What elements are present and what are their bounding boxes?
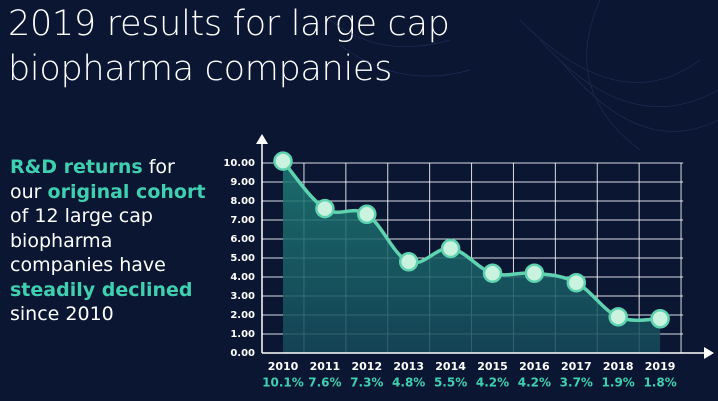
point bbox=[482, 263, 503, 283]
x-tick-label: 2014 bbox=[435, 360, 466, 373]
value-label: 1.9% bbox=[602, 376, 635, 390]
text: biopharma bbox=[10, 229, 113, 252]
area bbox=[283, 161, 661, 353]
value-label: 3.7% bbox=[560, 376, 593, 390]
x-tick-label: 2017 bbox=[561, 360, 592, 373]
value-label: 10.1% bbox=[262, 376, 304, 390]
title-line: 2019 results for large cap bbox=[8, 4, 450, 44]
x-axis-arrow bbox=[704, 347, 714, 359]
point bbox=[566, 272, 587, 293]
x-tick-label: 2015 bbox=[477, 360, 508, 373]
point bbox=[273, 151, 293, 171]
y-tick-label: 3.00 bbox=[230, 291, 255, 302]
value-label: 7.3% bbox=[350, 376, 383, 390]
text-line: of 12 large cap bbox=[10, 204, 205, 229]
x-tick-label: 2013 bbox=[393, 360, 424, 373]
highlight-text: original cohort bbox=[47, 180, 206, 203]
y-tick-label: 7.00 bbox=[230, 215, 255, 226]
value-label: 4.2% bbox=[518, 376, 551, 390]
x-tick-label: 2012 bbox=[351, 360, 382, 373]
point bbox=[398, 252, 419, 272]
x-tick-label: 2019 bbox=[645, 360, 676, 373]
highlight-text: steadily declined bbox=[10, 278, 193, 301]
text-line: biopharma bbox=[10, 229, 205, 254]
text: of 12 large cap bbox=[10, 205, 153, 227]
line bbox=[281, 159, 661, 323]
y-axis-arrow bbox=[256, 134, 268, 144]
text-block: R&D returns for our original cohort of 12 … bbox=[10, 155, 205, 327]
x-tick-label: 2016 bbox=[519, 360, 550, 373]
y-tick-label: 6.00 bbox=[230, 234, 255, 245]
text-line: steadily declined bbox=[10, 278, 205, 303]
value-label: 5.5% bbox=[434, 376, 467, 390]
text-line: R&D returns for bbox=[10, 155, 205, 180]
y-tick-label: 8.00 bbox=[230, 196, 255, 207]
background-decor bbox=[329, 0, 718, 151]
text-line: since 2010 bbox=[10, 302, 205, 327]
y-tick-label: 4.00 bbox=[230, 272, 255, 283]
value-label: 4.8% bbox=[392, 376, 425, 390]
text: for bbox=[142, 156, 175, 178]
point bbox=[524, 263, 545, 283]
x-tick-label: 2010 bbox=[268, 360, 299, 373]
y-tick-label: 0.00 bbox=[230, 348, 255, 359]
highlight-text: R&D returns bbox=[10, 156, 143, 178]
point bbox=[650, 309, 670, 329]
text-line: companies have bbox=[10, 253, 205, 278]
text: since 2010 bbox=[10, 303, 114, 325]
y-tick-label: 1.00 bbox=[230, 329, 255, 340]
title-line: biopharma companies bbox=[8, 49, 393, 89]
point bbox=[440, 238, 461, 259]
point bbox=[315, 198, 335, 219]
title: 2019 results for large cap biopharma com… bbox=[8, 2, 450, 92]
y-tick-label: 2.00 bbox=[230, 310, 255, 321]
value-label: 4.2% bbox=[476, 376, 509, 390]
x-tick-label: 2018 bbox=[603, 360, 634, 373]
text: companies have bbox=[10, 254, 166, 276]
value-label: 7.6% bbox=[308, 376, 341, 390]
point bbox=[357, 204, 377, 225]
point bbox=[608, 307, 628, 327]
y-tick-label: 10.00 bbox=[223, 158, 255, 169]
y-tick-label: 9.00 bbox=[230, 177, 255, 188]
text: our bbox=[10, 180, 48, 203]
value-label: 1.8% bbox=[643, 376, 676, 390]
text-line: our original cohort bbox=[10, 180, 205, 205]
x-tick-label: 2011 bbox=[310, 360, 341, 373]
y-tick-label: 5.00 bbox=[230, 253, 255, 264]
